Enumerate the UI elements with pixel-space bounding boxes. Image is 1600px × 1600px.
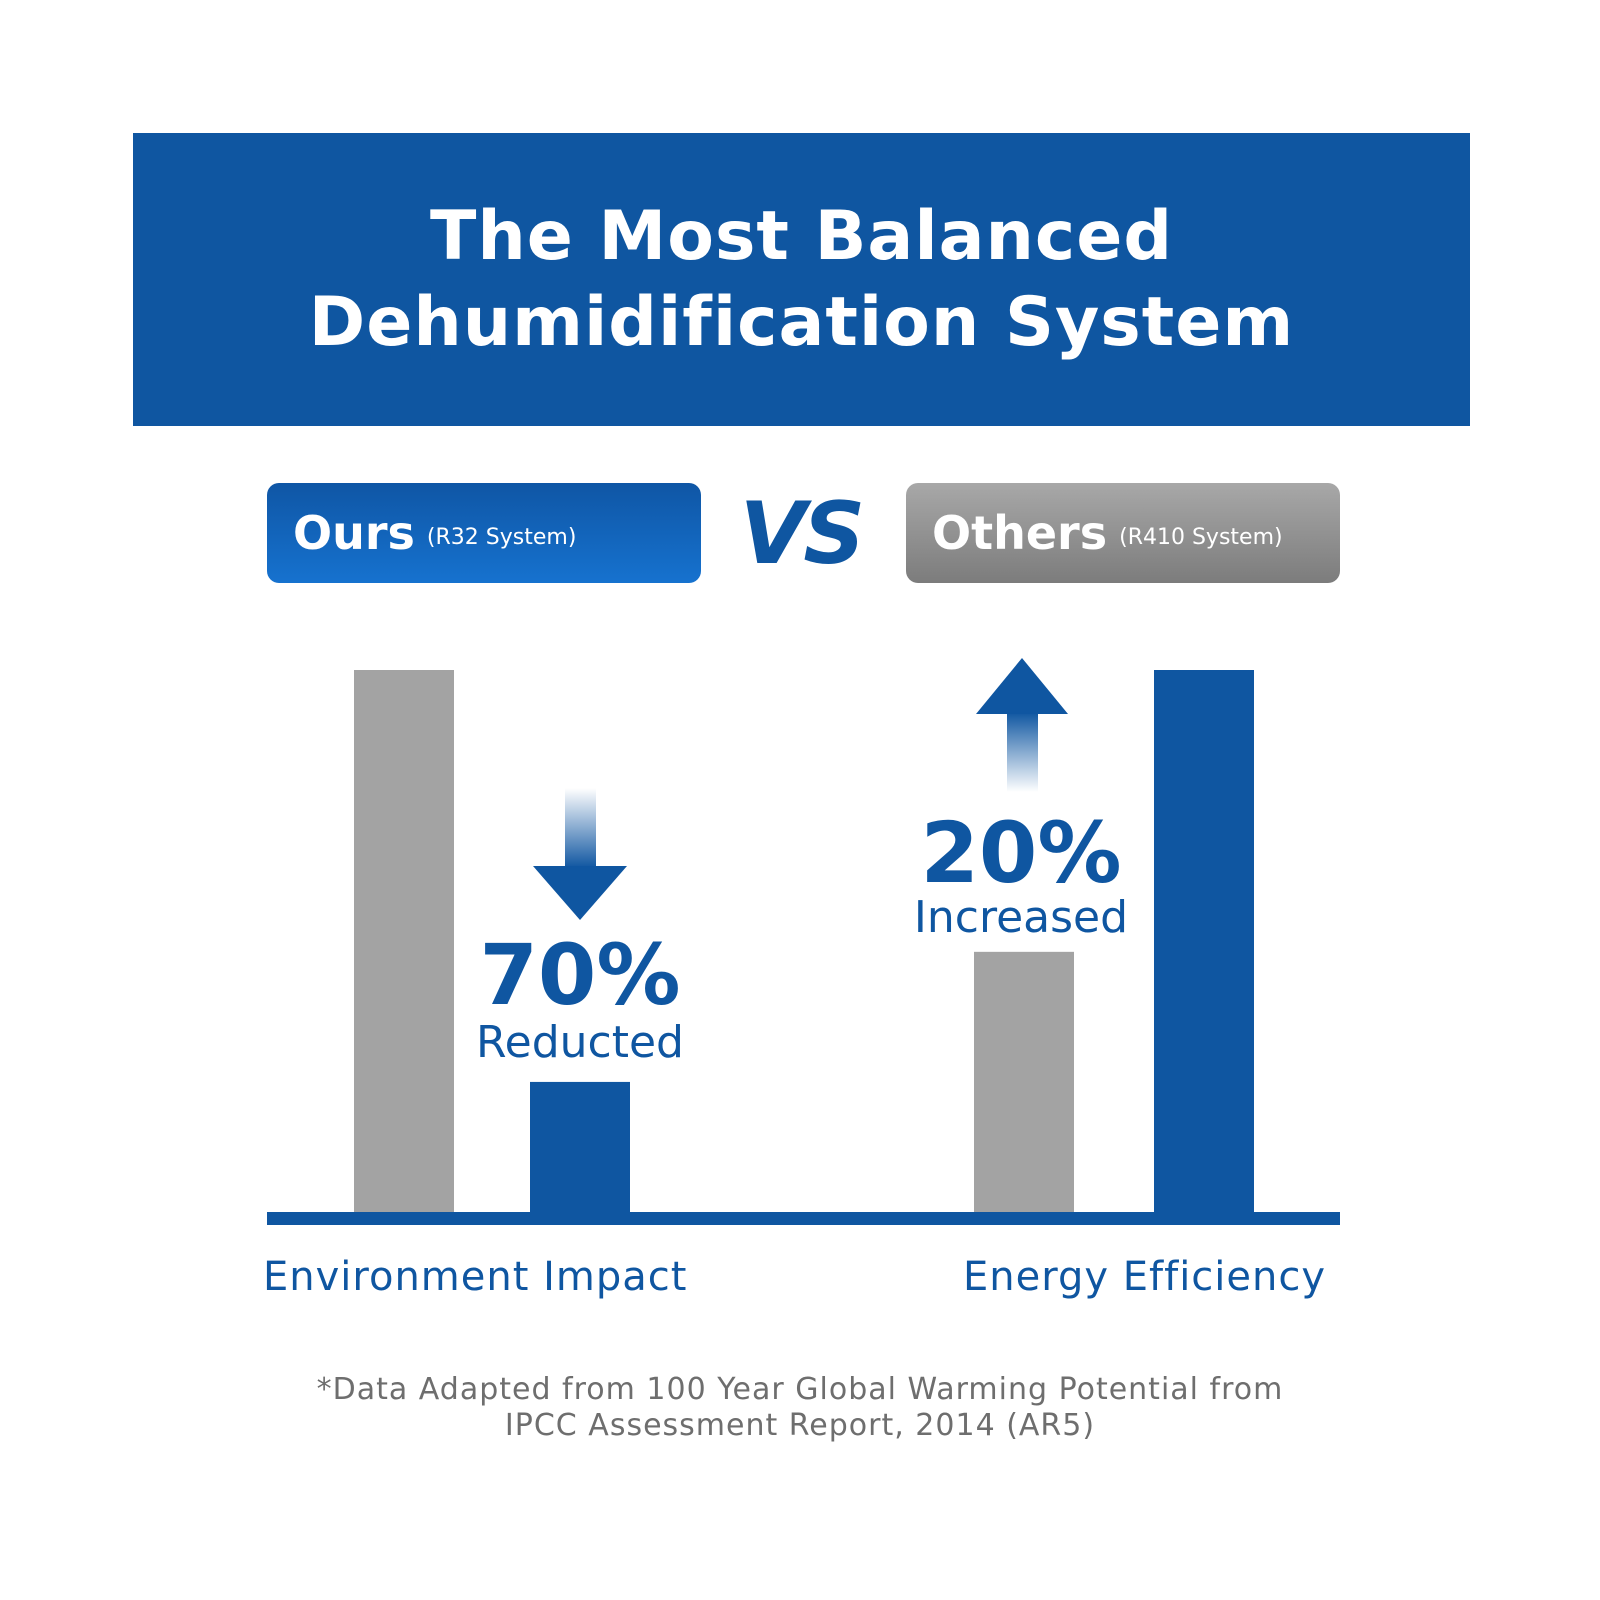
legend-ours: Ours (R32 System) — [267, 483, 701, 583]
legend-ours-name: Ours — [293, 506, 415, 560]
arrow-up-icon — [976, 658, 1068, 792]
eff-percent: 20% — [920, 804, 1122, 902]
legend-others-sub: (R410 System) — [1119, 524, 1283, 550]
env-percent: 70% — [479, 926, 681, 1024]
chart-title-line-1: The Most Balanced — [429, 196, 1174, 276]
legend-others-name: Others — [932, 506, 1108, 560]
eff-percent-label: Increased — [913, 892, 1129, 943]
vs-label: VS — [739, 484, 866, 584]
footnote: *Data Adapted from 100 Year Global Warmi… — [200, 1372, 1400, 1444]
env-percent-label: Reducted — [476, 1017, 684, 1068]
footnote-line-1: *Data Adapted from 100 Year Global Warmi… — [316, 1372, 1284, 1407]
legend-ours-sub: (R32 System) — [426, 524, 577, 550]
title-banner: The Most Balanced Dehumidification Syste… — [133, 133, 1470, 426]
chart-title-line-2: Dehumidification System — [308, 282, 1295, 362]
bar-others-environment-impact — [354, 670, 454, 1212]
bar-ours-environment-impact — [530, 1081, 630, 1212]
bar-ours-energy-efficiency — [1154, 670, 1254, 1212]
bar-others-energy-efficiency — [974, 951, 1074, 1212]
category-label-environment: Environment Impact — [263, 1254, 688, 1300]
arrow-down-icon — [533, 788, 627, 920]
category-label-energy: Energy Efficiency — [963, 1254, 1327, 1300]
x-axis-line — [267, 1212, 1340, 1225]
legend-others: Others (R410 System) — [906, 483, 1340, 583]
footnote-line-2: IPCC Assessment Report, 2014 (AR5) — [504, 1408, 1096, 1443]
